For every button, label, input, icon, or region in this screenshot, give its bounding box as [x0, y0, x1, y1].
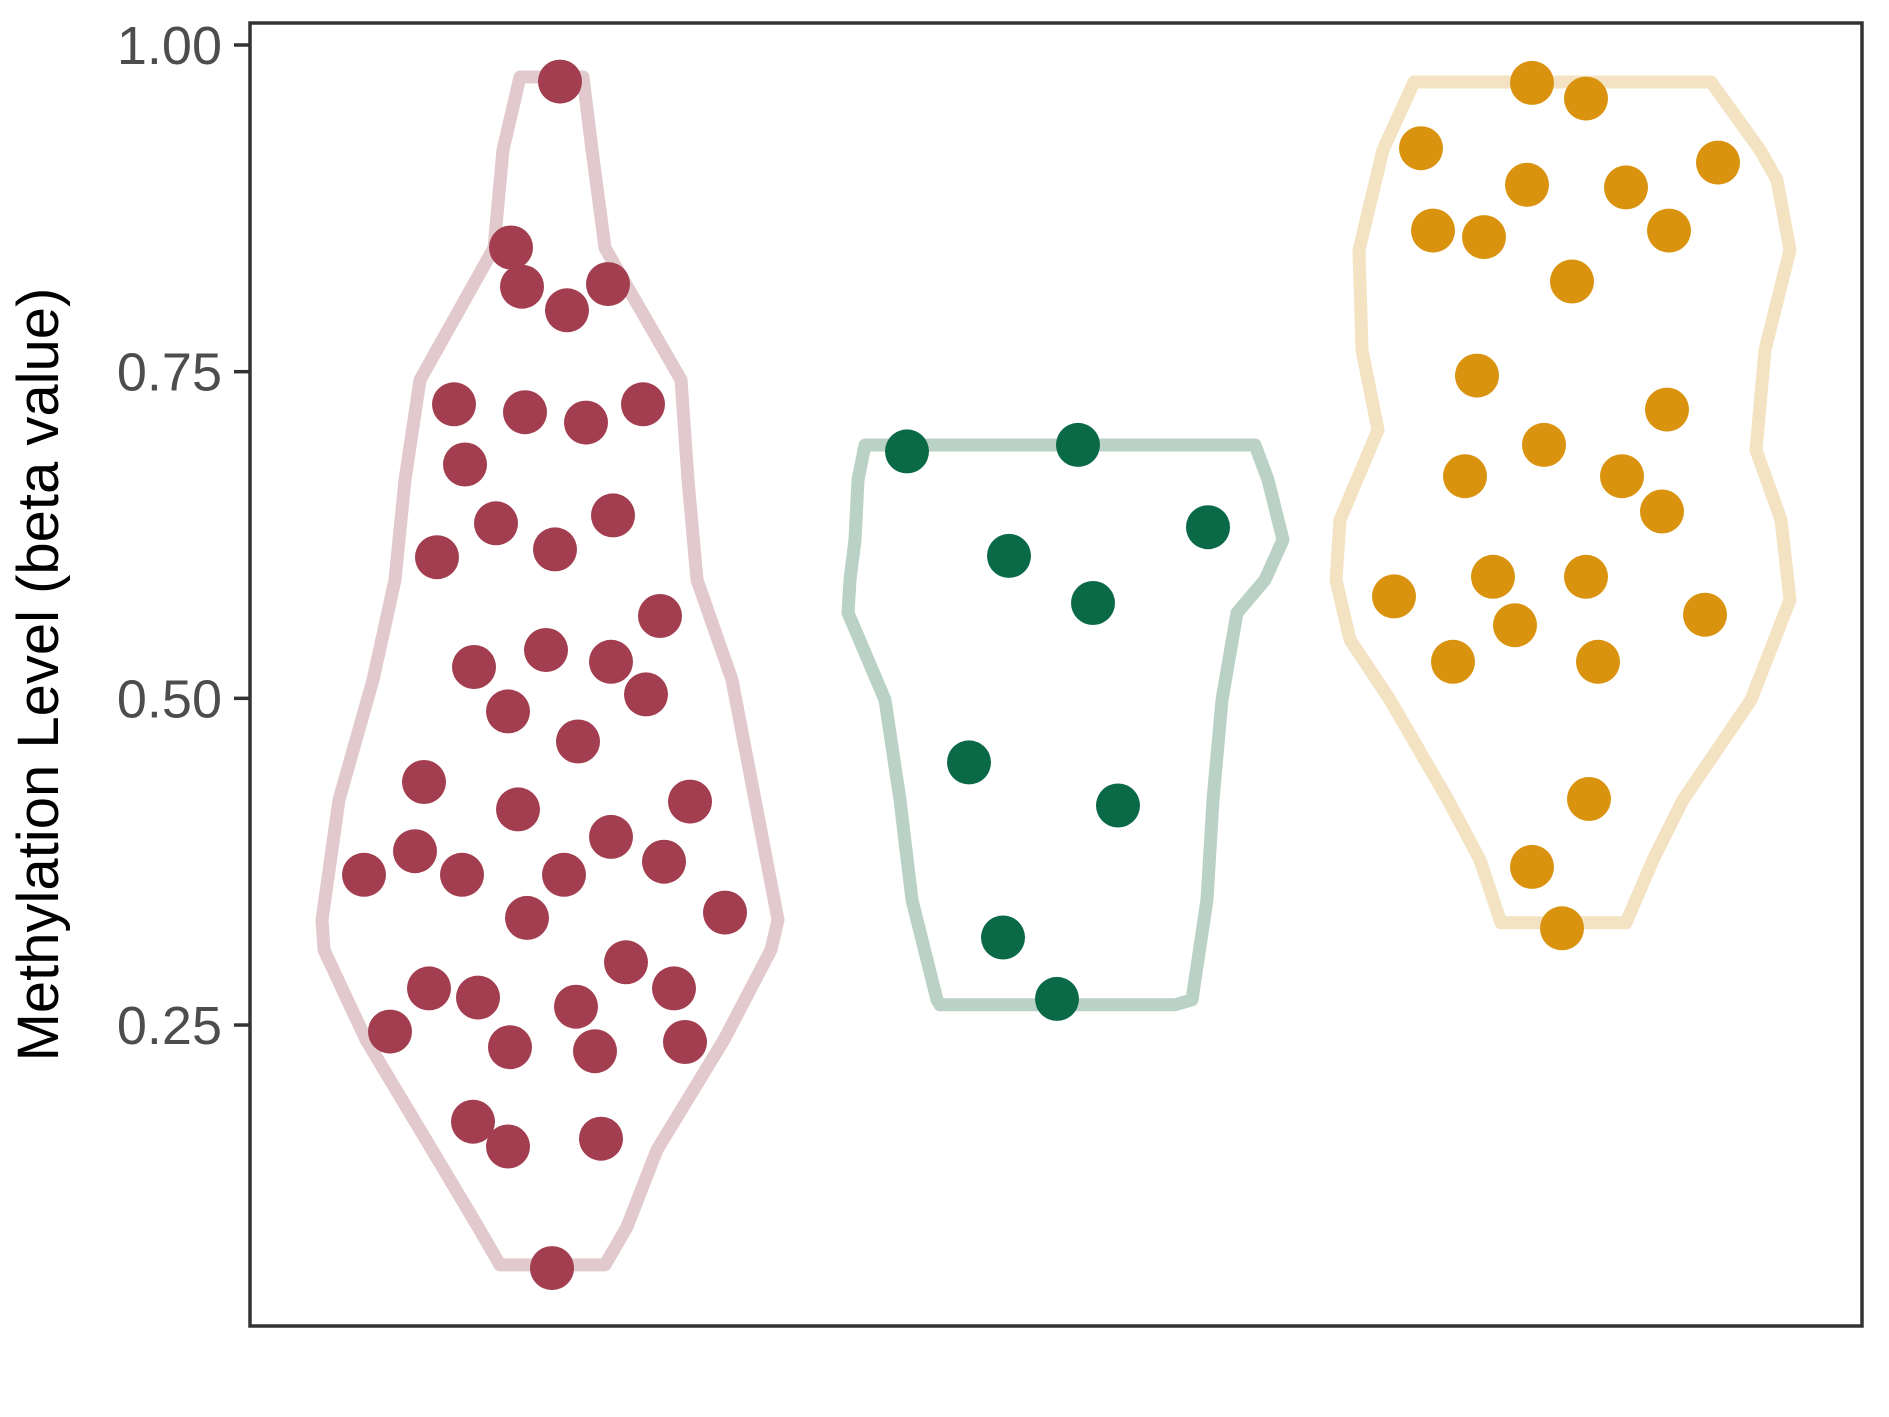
data-point-group-1 — [486, 1124, 530, 1169]
data-point-group-2 — [1096, 783, 1140, 828]
data-point-group-2 — [947, 740, 991, 785]
data-point-group-3 — [1564, 76, 1608, 121]
data-point-group-2 — [981, 915, 1025, 960]
data-point-group-1 — [443, 442, 487, 487]
data-point-group-3 — [1471, 554, 1515, 599]
data-point-group-3 — [1640, 489, 1684, 534]
data-point-group-3 — [1576, 639, 1620, 684]
y-tick-label: 0.50 — [117, 669, 222, 729]
data-point-group-3 — [1600, 454, 1644, 499]
violin-outline-group-2 — [841, 438, 1290, 1012]
data-point-group-1 — [393, 829, 437, 874]
data-point-group-1 — [564, 400, 608, 445]
data-point-group-1 — [402, 760, 446, 804]
data-point-group-1 — [591, 493, 635, 538]
data-point-group-3 — [1493, 603, 1537, 648]
data-point-group-1 — [652, 966, 696, 1011]
data-point-group-3 — [1522, 422, 1566, 467]
data-point-group-3 — [1443, 454, 1487, 499]
data-point-group-1 — [586, 262, 630, 307]
data-point-group-1 — [530, 1246, 574, 1291]
data-point-group-1 — [342, 852, 386, 897]
data-point-group-3 — [1455, 353, 1499, 398]
data-point-group-1 — [621, 382, 665, 427]
data-point-group-3 — [1683, 592, 1727, 637]
data-point-group-2 — [885, 429, 929, 474]
violin-outline-group-3 — [1329, 75, 1797, 930]
data-point-group-1 — [638, 594, 682, 638]
data-point-group-3 — [1431, 639, 1475, 684]
y-tick-label: 1.00 — [117, 16, 222, 76]
data-point-group-1 — [589, 639, 633, 684]
data-point-group-3 — [1411, 208, 1455, 253]
data-point-group-2 — [1071, 581, 1115, 625]
data-point-group-3 — [1510, 844, 1554, 889]
data-point-group-3 — [1372, 574, 1416, 619]
data-point-group-1 — [703, 890, 747, 935]
data-point-group-3 — [1647, 208, 1691, 253]
data-point-group-2 — [1056, 422, 1100, 467]
data-point-group-1 — [604, 940, 648, 985]
data-point-group-1 — [440, 852, 484, 897]
data-point-group-1 — [500, 264, 544, 309]
data-point-group-1 — [668, 779, 712, 824]
data-point-group-1 — [496, 787, 540, 832]
data-point-group-1 — [542, 852, 586, 897]
data-point-group-1 — [533, 527, 577, 572]
data-point-group-3 — [1567, 777, 1611, 821]
data-point-group-1 — [589, 814, 633, 859]
data-point-group-1 — [545, 288, 589, 333]
data-point-group-1 — [368, 1009, 412, 1054]
data-point-group-1 — [503, 390, 547, 435]
data-point-group-3 — [1399, 126, 1443, 171]
data-point-group-1 — [415, 535, 459, 580]
data-point-group-1 — [432, 382, 476, 427]
data-point-group-1 — [556, 719, 600, 764]
data-point-group-1 — [488, 1025, 532, 1070]
y-tick-label: 0.25 — [117, 996, 222, 1056]
data-point-group-2 — [1035, 976, 1079, 1021]
data-point-group-1 — [554, 984, 598, 1029]
data-point-group-3 — [1564, 554, 1608, 599]
panel-border — [248, 21, 1864, 1328]
data-point-group-2 — [1186, 505, 1230, 550]
data-point-group-3 — [1550, 259, 1594, 304]
data-point-group-1 — [452, 645, 496, 689]
data-point-group-1 — [456, 975, 500, 1020]
data-point-group-1 — [489, 225, 533, 270]
data-point-group-1 — [451, 1099, 495, 1144]
data-point-group-3 — [1604, 165, 1648, 210]
data-point-group-2 — [987, 533, 1031, 578]
data-point-group-1 — [524, 628, 568, 672]
data-point-group-1 — [624, 672, 668, 717]
data-point-group-1 — [642, 839, 686, 884]
violin-outline-group-1 — [315, 70, 785, 1272]
data-point-group-1 — [538, 59, 582, 104]
data-point-group-3 — [1696, 140, 1740, 185]
data-point-group-1 — [474, 501, 518, 546]
data-point-group-3 — [1462, 215, 1506, 260]
data-point-group-3 — [1540, 906, 1584, 951]
data-point-group-1 — [505, 895, 549, 940]
data-point-group-1 — [573, 1029, 617, 1074]
data-point-group-3 — [1510, 60, 1554, 105]
y-axis-title: Methylation Level (beta value) — [6, 288, 71, 1062]
data-point-group-1 — [663, 1020, 707, 1064]
data-point-group-1 — [486, 689, 530, 734]
data-point-group-3 — [1645, 387, 1689, 432]
data-point-group-3 — [1505, 162, 1549, 207]
y-tick-label: 0.75 — [117, 343, 222, 403]
data-point-group-1 — [407, 966, 451, 1011]
data-point-group-1 — [579, 1116, 623, 1161]
